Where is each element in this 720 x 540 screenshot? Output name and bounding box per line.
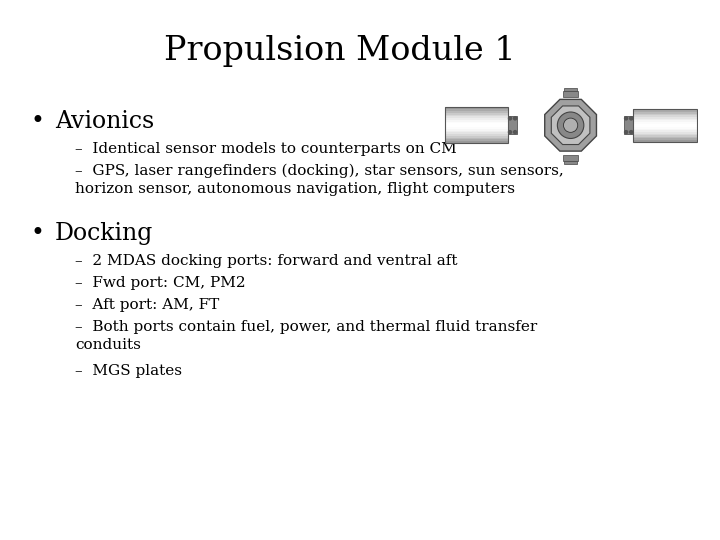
Circle shape [508, 131, 511, 133]
Bar [633, 137, 697, 138]
Circle shape [513, 131, 517, 133]
Polygon shape [552, 106, 590, 145]
Bar [633, 133, 697, 135]
Bar [444, 136, 508, 138]
Circle shape [564, 118, 577, 132]
Bar [563, 155, 578, 161]
Circle shape [630, 131, 633, 133]
Bar [444, 125, 508, 127]
Circle shape [630, 117, 633, 120]
Circle shape [624, 131, 628, 133]
Bar [508, 116, 517, 134]
Bar [444, 107, 508, 109]
Bar [444, 109, 508, 111]
Text: –  Identical sensor models to counterparts on CM: – Identical sensor models to counterpart… [75, 142, 456, 156]
Polygon shape [545, 99, 596, 151]
Circle shape [513, 117, 517, 120]
Bar [633, 124, 697, 125]
Bar [563, 91, 578, 97]
Bar [633, 132, 697, 133]
Bar [444, 107, 508, 143]
Bar [633, 140, 697, 142]
Bar [444, 141, 508, 143]
Circle shape [624, 117, 628, 120]
Bar [633, 138, 697, 140]
Bar [633, 129, 697, 130]
Text: –  Aft port: AM, FT: – Aft port: AM, FT [75, 298, 220, 312]
Bar [444, 114, 508, 116]
Text: –  MGS plates: – MGS plates [75, 364, 182, 378]
Bar [444, 111, 508, 113]
Bar [633, 122, 697, 124]
Bar [633, 109, 697, 110]
Bar [633, 119, 697, 120]
Bar [444, 120, 508, 122]
Circle shape [557, 112, 584, 138]
Text: Propulsion Module 1: Propulsion Module 1 [164, 35, 516, 67]
Text: –  Both ports contain fuel, power, and thermal fluid transfer
conduits: – Both ports contain fuel, power, and th… [75, 320, 537, 352]
Bar [633, 135, 697, 137]
Bar [564, 88, 577, 91]
Bar [633, 125, 697, 127]
Bar [564, 161, 577, 165]
Bar [633, 130, 697, 132]
Bar [633, 113, 697, 116]
Bar [633, 110, 697, 112]
Text: –  Fwd port: CM, PM2: – Fwd port: CM, PM2 [75, 276, 246, 290]
Bar [444, 127, 508, 129]
Bar [633, 127, 697, 129]
Bar [444, 131, 508, 132]
Text: –  GPS, laser rangefinders (docking), star sensors, sun sensors,
horizon sensor,: – GPS, laser rangefinders (docking), sta… [75, 164, 564, 196]
Text: –  2 MDAS docking ports: forward and ventral aft: – 2 MDAS docking ports: forward and vent… [75, 254, 457, 268]
Bar [444, 124, 508, 125]
Text: •: • [30, 110, 44, 133]
Bar [444, 138, 508, 139]
Circle shape [508, 117, 511, 120]
Bar [444, 122, 508, 124]
Bar [444, 129, 508, 131]
Text: •: • [30, 222, 44, 245]
Bar [444, 134, 508, 136]
Bar [633, 116, 697, 117]
Bar [444, 132, 508, 134]
Bar [624, 116, 633, 134]
Bar [444, 116, 508, 118]
Bar [444, 113, 508, 114]
Bar [633, 109, 697, 142]
Text: Avionics: Avionics [55, 110, 154, 133]
Bar [444, 118, 508, 120]
Bar [633, 120, 697, 122]
Bar [444, 139, 508, 141]
Bar [633, 117, 697, 119]
Text: Docking: Docking [55, 222, 153, 245]
Bar [633, 112, 697, 113]
